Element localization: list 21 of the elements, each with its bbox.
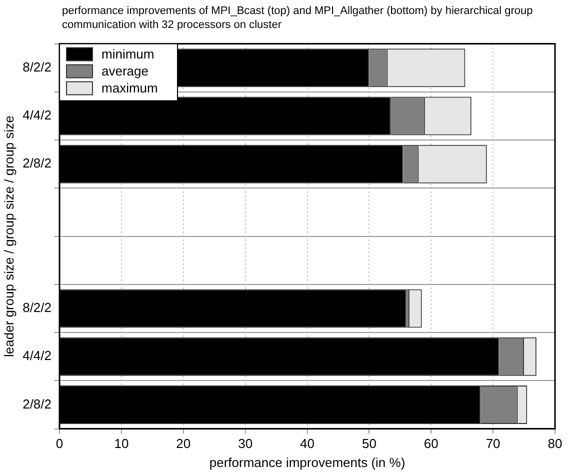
x-tick-label: 40 [300,436,314,452]
legend-label: average [102,63,148,78]
x-tick-label: 10 [114,436,129,452]
x-tick-label: 0 [56,436,64,452]
x-tick-label: 30 [238,436,253,452]
x-axis-title: performance improvements (in %) [209,454,406,470]
x-tick-label: 70 [486,436,500,452]
x-tick-label: 80 [548,436,562,452]
legend-label: maximum [102,80,158,96]
y-tick-label: 4/4/2 [22,348,52,364]
y-tick-label: 8/2/2 [22,59,52,74]
y-tick-label: 8/2/2 [22,300,52,316]
y-tick-label: 2/8/2 [22,396,52,412]
x-tick-label: 60 [424,436,438,452]
x-tick-label: 20 [176,436,191,452]
y-axis-title: leader group size / group size / group size [1,116,16,357]
y-tick-label: 4/4/2 [22,108,52,123]
legend-label: minimum [102,46,154,62]
y-tick-label: 2/8/2 [22,156,52,171]
chart-title: performance improvements of MPI_Bcast (top) and MPI_Allgather (bottom) by hierarchical group communication with 32 processors on cluster [62,4,534,32]
x-tick-label: 50 [362,436,376,452]
